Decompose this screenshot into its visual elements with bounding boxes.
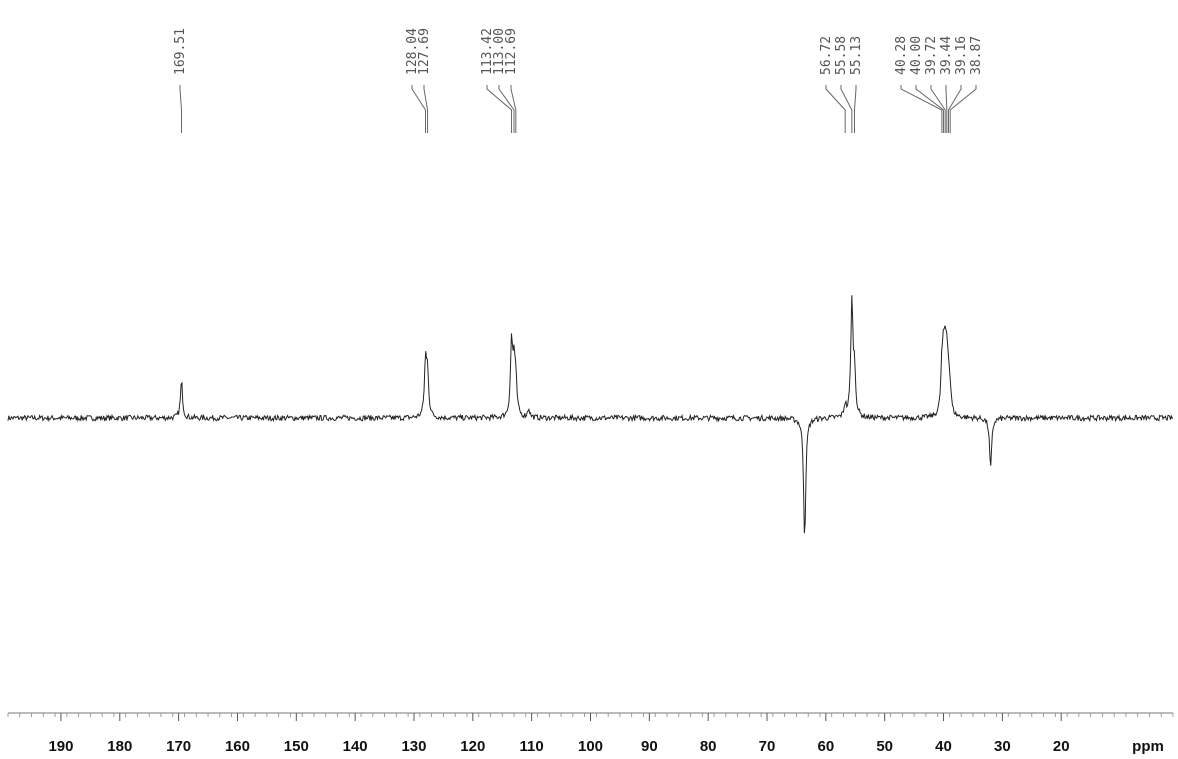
ppm-axis: 190 180 170 160 150 140 130 120 110 100 90 80 70 60 50… — [7, 712, 1174, 755]
peak-label: 39.16 — [954, 36, 969, 75]
tick-label: 140 — [343, 738, 368, 755]
peak-label: 128.04 — [405, 28, 420, 75]
tick-label: 60 — [818, 738, 835, 755]
peak-leader-line — [949, 85, 977, 133]
tick-label: 90 — [641, 738, 658, 755]
axis-unit-label: ppm — [1132, 738, 1164, 755]
tick-label: 100 — [578, 738, 603, 755]
peak-label: 169.51 — [173, 28, 188, 75]
peak-leader-line — [840, 85, 853, 133]
peak-leader-line — [915, 85, 945, 133]
tick-label: 170 — [166, 738, 191, 755]
tick-label: 20 — [1053, 738, 1070, 755]
tick-label: 30 — [994, 738, 1011, 755]
peak-label: 113.00 — [492, 28, 507, 75]
peak-label: 56.72 — [819, 36, 834, 75]
tick-label: 120 — [460, 738, 485, 755]
peak-leader-line — [825, 85, 846, 133]
tick-label: 70 — [759, 738, 776, 755]
peak-label: 38.87 — [969, 36, 984, 75]
peak-leader-line — [411, 85, 427, 133]
peak-label: 113.42 — [480, 28, 495, 75]
tick-label: 150 — [284, 738, 309, 755]
peak-label: 40.00 — [909, 36, 924, 75]
peak-label: 40.28 — [894, 36, 909, 75]
tick-label: 110 — [520, 738, 544, 755]
peak-label: 55.13 — [849, 36, 864, 75]
tick-label: 130 — [401, 738, 426, 755]
major-ticks — [60, 713, 1062, 721]
peak-label: 112.69 — [504, 28, 519, 75]
spectrum-trace — [7, 295, 1174, 534]
peak-label: 39.72 — [924, 36, 939, 75]
peak-leader-line — [930, 85, 946, 133]
peak-leader-line — [423, 85, 429, 133]
peak-label: 39.44 — [939, 36, 954, 75]
tick-label: 50 — [876, 738, 893, 755]
peak-leader-line — [498, 85, 515, 133]
tick-label: 160 — [225, 738, 250, 755]
peak-leader-line — [900, 85, 943, 133]
peak-leader-line — [486, 85, 513, 133]
peak-label: 55.58 — [834, 36, 849, 75]
peak-leader-line — [945, 85, 948, 133]
peak-leader-lines — [179, 85, 977, 133]
peak-leader-line — [179, 85, 183, 133]
tick-label: 80 — [700, 738, 717, 755]
peak-leader-line — [947, 85, 962, 133]
peak-leader-line — [854, 85, 857, 133]
tick-labels: 190 180 170 160 150 140 130 120 110 100 90 80 70 60 50… — [48, 738, 1069, 755]
tick-label: 190 — [48, 738, 73, 755]
peak-label: 127.69 — [417, 28, 432, 75]
minor-ticks — [7, 713, 1174, 717]
peak-leader-line — [510, 85, 517, 133]
tick-label: 180 — [107, 738, 132, 755]
tick-label: 40 — [935, 738, 952, 755]
